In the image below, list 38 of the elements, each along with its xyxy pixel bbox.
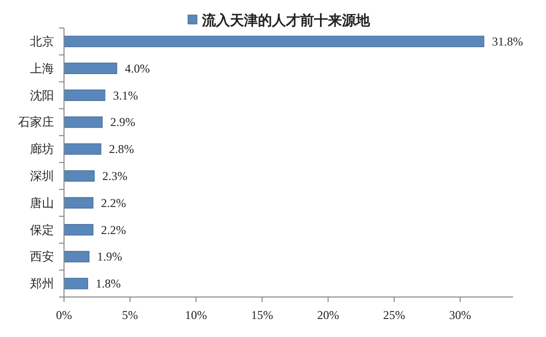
x-tick-label: 25% [383, 308, 406, 322]
data-label: 2.9% [110, 115, 136, 130]
bar [64, 278, 88, 290]
data-label: 2.2% [101, 196, 126, 210]
x-tick-label: 20% [317, 308, 340, 322]
data-label: 3.1% [112, 88, 138, 102]
data-label: 1.8% [96, 276, 121, 291]
bar [64, 116, 103, 128]
data-label: 4.0% [124, 61, 150, 76]
data-label: 2.2% [101, 222, 126, 237]
bar [64, 197, 94, 209]
x-tick-label: 10% [185, 308, 208, 322]
y-tick-label: 深圳 [30, 168, 54, 183]
legend-label: 流入天津的人才前十来源地 [201, 12, 371, 29]
bar [64, 224, 94, 236]
bar [64, 143, 102, 155]
x-tick-label: 15% [251, 308, 274, 322]
y-tick-label: 廊坊 [30, 142, 54, 156]
data-label: 1.9% [97, 250, 122, 264]
bar [64, 250, 90, 262]
y-tick-label: 西安 [30, 250, 54, 264]
data-label: 2.8% [108, 142, 134, 156]
bar [64, 170, 95, 182]
y-tick-label: 石家庄 [18, 115, 54, 130]
data-label: 2.3% [102, 168, 128, 183]
x-tick-label: 5% [122, 308, 138, 322]
y-tick-label: 北京 [30, 34, 54, 48]
bar [64, 36, 484, 48]
x-tick-label: 0% [56, 308, 72, 322]
y-tick-label: 上海 [30, 61, 54, 76]
y-tick-label: 沈阳 [30, 88, 54, 102]
x-tick-label: 30% [449, 308, 472, 322]
y-tick-label: 郑州 [30, 276, 54, 291]
bar [64, 62, 118, 74]
y-tick-label: 保定 [30, 222, 54, 237]
y-tick-label: 唐山 [30, 196, 54, 210]
bar [64, 90, 106, 101]
data-label: 31.8% [492, 34, 523, 48]
